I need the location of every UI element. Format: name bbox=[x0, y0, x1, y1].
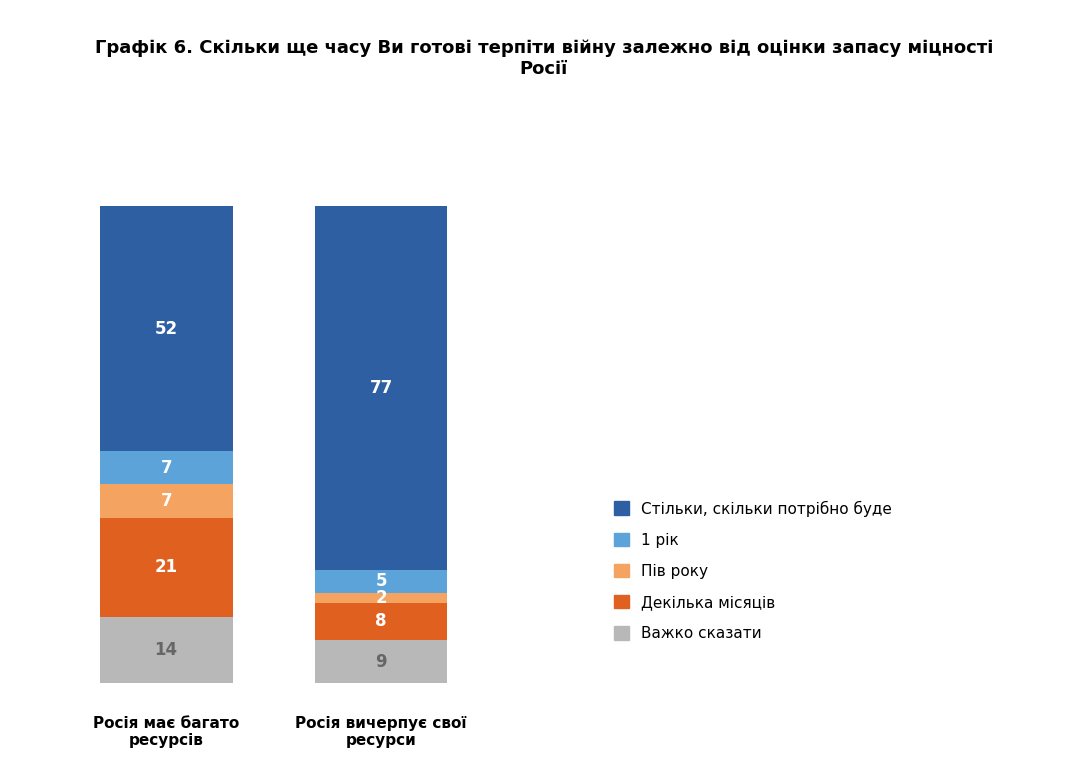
Text: 2: 2 bbox=[375, 589, 387, 607]
Bar bbox=[314, 593, 447, 603]
Text: 8: 8 bbox=[375, 612, 386, 630]
Text: 7: 7 bbox=[160, 459, 172, 477]
Bar bbox=[314, 206, 447, 570]
Text: Графік 6. Скільки ще часу Ви готові терпіти війну залежно від оцінки запасу міцн: Графік 6. Скільки ще часу Ви готові терп… bbox=[95, 39, 993, 78]
Bar bbox=[314, 603, 447, 640]
Text: Росія вичерпує свої
ресурси: Росія вичерпує свої ресурси bbox=[295, 716, 467, 748]
Text: 7: 7 bbox=[160, 492, 172, 510]
Bar bbox=[100, 518, 233, 617]
Text: 77: 77 bbox=[370, 379, 393, 397]
Text: 9: 9 bbox=[375, 653, 387, 670]
Bar bbox=[100, 484, 233, 518]
Legend: Стільки, скільки потрібно буде, 1 рік, Пів року, Декілька місяців, Важко сказати: Стільки, скільки потрібно буде, 1 рік, П… bbox=[614, 501, 892, 641]
Bar bbox=[314, 640, 447, 683]
Text: Росія має багато
ресурсів: Росія має багато ресурсів bbox=[94, 716, 239, 748]
Text: 52: 52 bbox=[154, 320, 177, 338]
Text: 5: 5 bbox=[375, 573, 386, 591]
Text: 21: 21 bbox=[154, 558, 177, 576]
Bar bbox=[314, 570, 447, 593]
Bar bbox=[100, 206, 233, 452]
Bar bbox=[100, 452, 233, 484]
Text: 14: 14 bbox=[154, 641, 177, 659]
Bar bbox=[100, 617, 233, 683]
